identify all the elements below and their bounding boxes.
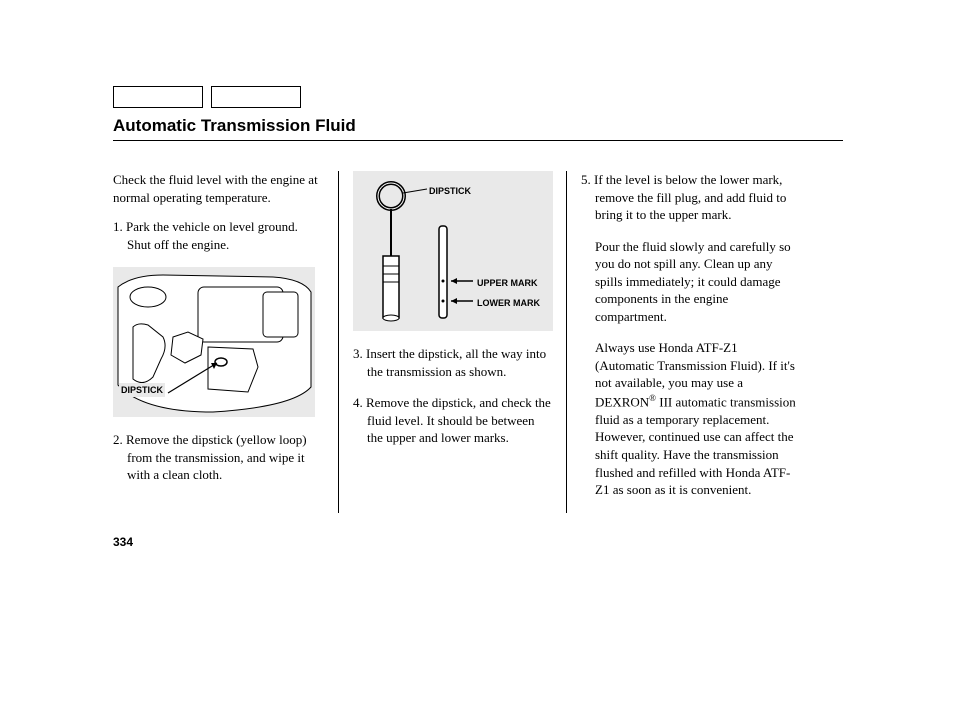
step-1-text: Park the vehicle on level ground. Shut o… — [126, 219, 298, 252]
step-3-number: 3. — [353, 346, 363, 361]
header-tabs — [113, 86, 843, 108]
step-2-number: 2. — [113, 432, 123, 447]
manual-page: Automatic Transmission Fluid Check the f… — [113, 86, 843, 513]
page-title: Automatic Transmission Fluid — [113, 116, 843, 141]
step-3: 3. Insert the dipstick, all the way into… — [353, 345, 552, 380]
column-1: Check the fluid level with the engine at… — [113, 171, 339, 513]
step-5-text: If the level is below the lower mark, re… — [594, 172, 786, 222]
page-number: 334 — [113, 535, 133, 549]
atf-text-b: III automatic transmission fluid as a te… — [595, 394, 796, 497]
figure2-lower-label: LOWER MARK — [477, 297, 540, 309]
step-4: 4. Remove the dipstick, and check the fl… — [353, 394, 552, 447]
figure2-upper-label: UPPER MARK — [477, 277, 538, 289]
registered-symbol: ® — [649, 393, 656, 403]
figure2-dipstick-label: DIPSTICK — [429, 185, 471, 197]
figure-dipstick: DIPSTICK UPPER MARK LOWER MARK — [353, 171, 553, 331]
paragraph-atf: Always use Honda ATF-Z1 (Automatic Trans… — [581, 339, 799, 498]
step-2-text: Remove the dipstick (yellow loop) from t… — [126, 432, 307, 482]
figure-engine-bay: DIPSTICK — [113, 267, 315, 417]
figure1-dipstick-label: DIPSTICK — [119, 383, 165, 397]
step-1-number: 1. — [113, 219, 123, 234]
step-4-number: 4. — [353, 395, 363, 410]
step-3-text: Insert the dipstick, all the way into th… — [366, 346, 546, 379]
step-5-number: 5. — [581, 172, 591, 187]
tab-placeholder-2 — [211, 86, 301, 108]
paragraph-pour: Pour the fluid slowly and carefully so y… — [581, 238, 799, 326]
intro-text: Check the fluid level with the engine at… — [113, 171, 324, 206]
column-3: 5. If the level is below the lower mark,… — [567, 171, 799, 513]
column-2: DIPSTICK UPPER MARK LOWER MARK 3. Insert… — [339, 171, 567, 513]
step-1: 1. Park the vehicle on level ground. Shu… — [113, 218, 324, 253]
content-columns: Check the fluid level with the engine at… — [113, 171, 843, 513]
tab-placeholder-1 — [113, 86, 203, 108]
step-4-text: Remove the dipstick, and check the fluid… — [366, 395, 551, 445]
step-2: 2. Remove the dipstick (yellow loop) fro… — [113, 431, 324, 484]
step-5: 5. If the level is below the lower mark,… — [581, 171, 799, 224]
